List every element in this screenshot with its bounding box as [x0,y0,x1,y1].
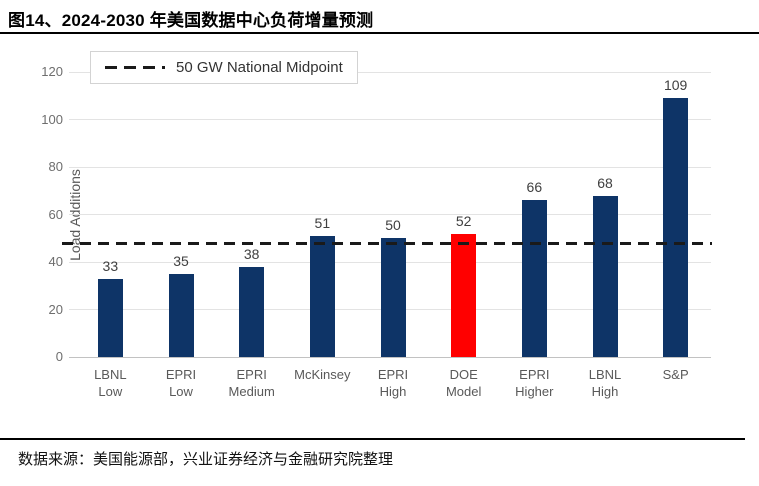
x-axis-label-line: LBNL [94,367,127,382]
value-label-lbnl-high: 68 [597,174,613,191]
y-tick-label: 0 [55,349,63,364]
y-tick-label: 20 [48,301,63,317]
midpoint-reference-line [62,241,712,245]
dashed-line-icon [105,66,165,69]
legend: 50 GW National Midpoint [90,51,358,84]
value-label-epri-high: 50 [385,217,401,234]
figure-title: 图14、2024-2030 年美国数据中心负荷增量预测 [8,11,374,30]
x-axis-label-line: Higher [515,384,554,399]
x-axis-label-line: Model [445,384,482,399]
x-axis-label-mckinsey: McKinsey [282,366,362,383]
x-axis-label-line: McKinsey [294,367,351,382]
x-axis-label-doe-model: DOE Model [424,366,504,400]
x-axis-line [69,356,711,358]
x-axis-label-line: EPRI [165,367,197,382]
x-axis-label-epri-low: EPRI Low [141,366,221,400]
x-axis-label-epri-medium: EPRI Medium [212,366,292,400]
bar-lbnl-low [97,278,123,357]
x-axis-label-line: Low [169,384,193,399]
value-label-s-p: 109 [663,77,688,94]
x-axis-label-line: Medium [228,384,275,399]
value-label-epri-higher: 66 [526,179,543,196]
bar-epri-high [380,238,406,357]
gridline [69,214,711,215]
bar-chart: 50 GW National Midpoint Load Additions 0… [0,40,759,430]
bar-doe-model [451,233,477,357]
x-axis-label-line: EPRI [519,367,550,382]
x-axis-label-s-p: S&P [636,366,716,383]
source-note: 数据来源：美国能源部，兴业证券经济与金融研究院整理 [18,451,394,468]
value-label-epri-medium: 38 [243,245,260,262]
value-label-doe-model: 52 [455,212,472,229]
x-axis-label-line: EPRI [377,367,409,382]
x-axis-label-epri-higher: EPRI Higher [494,366,574,400]
x-axis-label-line: EPRI [236,367,267,382]
bar-epri-low [168,273,194,357]
y-tick-label: 40 [48,254,63,269]
x-axis-label-line: S&P [662,367,689,382]
x-axis-label-line: DOE [449,367,478,382]
x-axis-label-lbnl-high: LBNL High [565,366,645,400]
x-axis-label-line: High [591,384,619,399]
x-axis-label-line: Low [98,384,123,399]
y-tick-label: 60 [48,206,63,222]
gridline [69,119,711,120]
bar-mckinsey [309,235,335,357]
bar-epri-medium [239,266,265,357]
y-tick-label: 80 [48,159,63,174]
value-label-mckinsey: 51 [314,214,331,231]
title-divider [0,32,759,34]
bar-lbnl-high [592,195,618,357]
x-axis-label-line: LBNL [588,367,622,382]
y-tick-label: 120 [41,64,63,79]
value-label-lbnl-low: 33 [102,257,119,274]
legend-label: 50 GW National Midpoint [176,59,343,76]
gridline [69,71,711,73]
footer-divider [0,438,745,440]
x-axis-label-line: High [379,384,407,399]
bar-s-p [663,98,689,357]
y-tick-label: 100 [41,111,63,127]
gridline [69,166,711,168]
plot-area: Load Additions 0 20 40 60 80 100 120 33 LBNL Low 3… [41,64,712,399]
value-label-epri-low: 35 [173,252,189,269]
bar-epri-higher [521,200,547,357]
x-axis-label-lbnl-low: LBNL Low [70,366,150,400]
x-axis-label-epri-high: EPRI High [353,366,433,400]
